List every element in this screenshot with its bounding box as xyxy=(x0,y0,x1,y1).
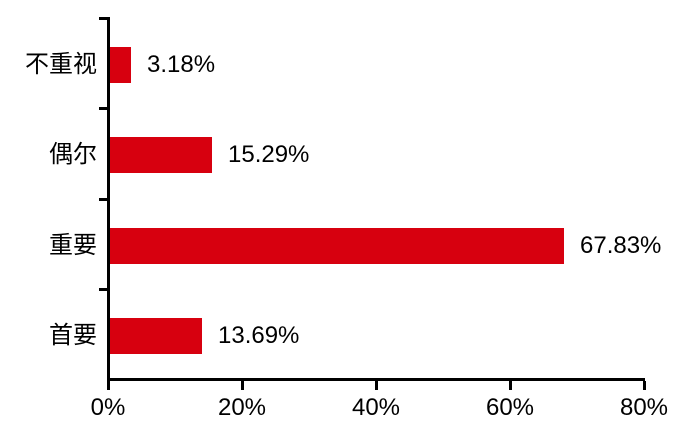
bar xyxy=(110,47,131,83)
bar xyxy=(110,317,202,354)
category-label: 偶尔 xyxy=(49,141,97,169)
bar xyxy=(110,137,212,174)
value-label: 13.69% xyxy=(218,321,300,349)
x-tick-label: 60% xyxy=(485,394,535,421)
y-axis-tick xyxy=(99,198,107,201)
x-axis-tick xyxy=(509,381,512,390)
x-axis-tick xyxy=(375,381,378,390)
value-label: 15.29% xyxy=(228,141,310,169)
y-axis-tick xyxy=(99,288,107,291)
x-axis-tick xyxy=(643,381,646,390)
category-label: 首要 xyxy=(49,321,97,349)
value-label: 67.83% xyxy=(580,231,662,259)
y-axis-tick xyxy=(99,17,107,20)
category-label: 重要 xyxy=(49,231,97,259)
x-tick-label: 0% xyxy=(90,394,126,421)
x-tick-label: 80% xyxy=(619,394,669,421)
x-axis-tick xyxy=(241,381,244,390)
y-axis-tick xyxy=(99,107,107,110)
category-label: 不重视 xyxy=(25,51,97,78)
x-axis-line xyxy=(107,378,645,381)
x-tick-label: 40% xyxy=(351,394,401,421)
y-axis-line xyxy=(107,17,110,381)
bar xyxy=(110,227,564,264)
x-tick-label: 20% xyxy=(217,394,267,421)
x-axis-tick xyxy=(107,381,110,390)
value-label: 3.18% xyxy=(147,51,216,78)
